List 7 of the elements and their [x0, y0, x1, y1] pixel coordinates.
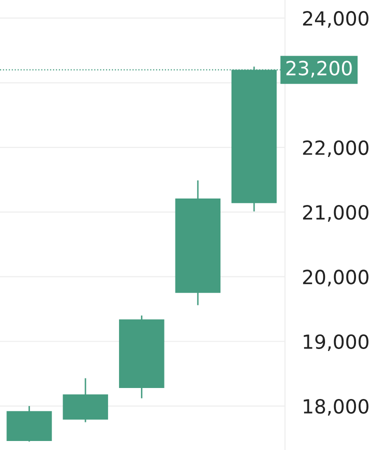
y-tick-label: 20,000 — [303, 270, 368, 286]
y-tick-label: 24,000 — [303, 11, 368, 28]
ref-line-label: 23,200 — [286, 60, 352, 78]
y-tick-label: 22,000 — [303, 140, 368, 158]
y-tick-label: 21,000 — [303, 205, 368, 222]
y-tick-label: 18,000 — [304, 398, 368, 416]
y-tick-label: 19,000 — [304, 334, 368, 352]
